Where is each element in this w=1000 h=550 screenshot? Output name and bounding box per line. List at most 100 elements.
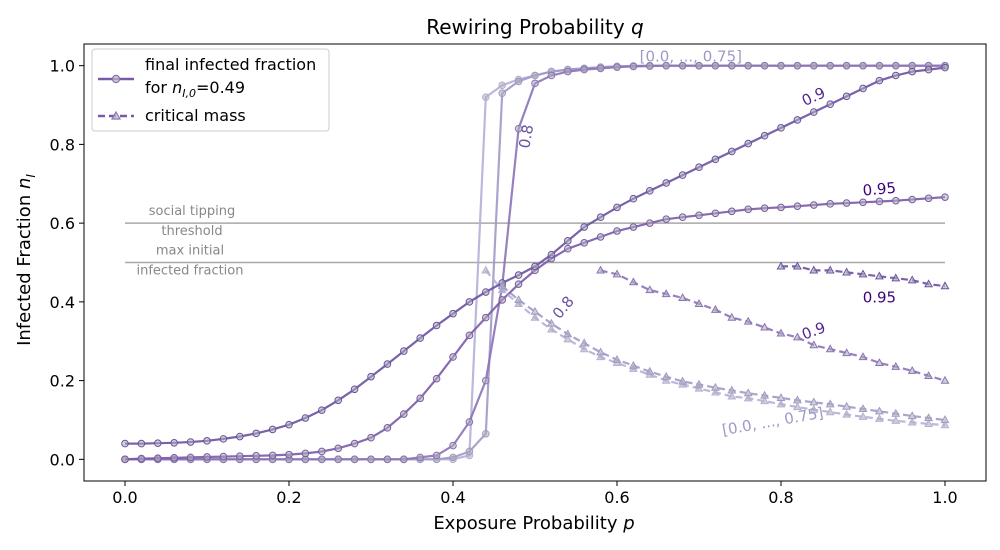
data-point [252,429,261,438]
data-point [596,64,605,73]
data-point [859,61,867,70]
data-point [842,401,852,410]
data-point [858,352,868,361]
data-point [760,322,770,331]
data-point [892,196,900,205]
data-point [318,447,326,456]
y-tick-label: 0.4 [50,293,75,312]
data-point [924,194,933,203]
data-point [350,385,359,394]
data-point [874,271,884,280]
legend-final-label-line2: for nI,0=0.49 [145,78,245,100]
data-point [629,194,638,203]
chart-title: Rewiring Probability q [426,15,644,39]
y-axis-label: Infected Fraction nI [14,174,38,346]
data-point [924,65,933,74]
data-point [695,163,703,172]
data-point [514,280,523,288]
data-point [547,71,556,80]
x-tick-label: 0.6 [604,488,629,507]
series-critical [596,265,950,384]
data-point [842,348,852,357]
data-point [268,425,277,434]
data-point [449,309,457,318]
series-critical [497,281,950,424]
data-point [744,61,753,70]
data-point [530,306,540,315]
data-point [825,265,835,274]
reference-label-line1: social tipping [149,204,236,219]
data-point [728,61,736,70]
data-point [825,344,835,353]
y-tick-label: 0.6 [50,214,75,233]
data-point [497,281,507,290]
data-point [186,453,195,462]
data-point [792,332,802,341]
data-point [859,84,867,93]
data-point [612,354,622,363]
data-point [547,250,556,259]
data-point [531,262,539,271]
data-point [678,213,687,222]
data-point [842,409,852,418]
data-point [891,273,901,282]
data-point [367,433,375,442]
data-point [449,453,457,462]
data-point [694,379,704,388]
data-point [482,429,490,438]
series-annotation: 0.95 [862,179,897,200]
data-point [777,203,785,212]
data-point [940,375,950,384]
data-point [940,420,950,429]
series-annotation: 0.95 [863,288,896,306]
data-point [792,395,802,404]
data-point [219,435,228,443]
data-point [661,375,671,384]
data-point [875,197,884,206]
data-point [743,388,753,397]
data-point [579,344,589,353]
data-point [842,267,852,276]
data-point [580,223,589,231]
data-point [777,61,785,70]
data-point [613,63,621,72]
data-point [219,452,228,461]
data-point [482,93,490,101]
data-point [416,394,425,403]
data-point [760,390,770,399]
data-point [678,376,688,385]
data-point [301,414,310,422]
data-point [383,424,392,432]
data-point [825,407,835,416]
data-point [842,199,851,207]
data-point [367,455,375,464]
data-point [514,271,523,279]
data-point [563,334,573,343]
data-point [416,334,425,342]
data-point [842,92,851,101]
data-point [711,209,720,218]
data-point [432,321,441,330]
legend-box [91,48,330,132]
data-point [170,439,178,447]
data-point [874,406,884,415]
legend-label-var: n [172,78,182,97]
data-point [203,437,211,445]
legend-label-value: =0.49 [196,78,245,97]
data-point [596,265,606,274]
x-tick-label: 0.8 [768,488,793,507]
data-point [645,285,655,294]
data-point [760,61,769,70]
legend-label-subscript: I,0 [182,87,196,100]
data-point [531,79,539,88]
data-point [710,387,720,396]
data-point [859,198,867,207]
data-point [842,61,851,70]
data-point [498,296,507,304]
reference-label-line1: max initial [156,244,224,259]
data-point [646,62,654,70]
data-point [662,61,671,70]
data-point [350,455,359,464]
data-point [793,202,802,211]
data-point [629,223,638,231]
